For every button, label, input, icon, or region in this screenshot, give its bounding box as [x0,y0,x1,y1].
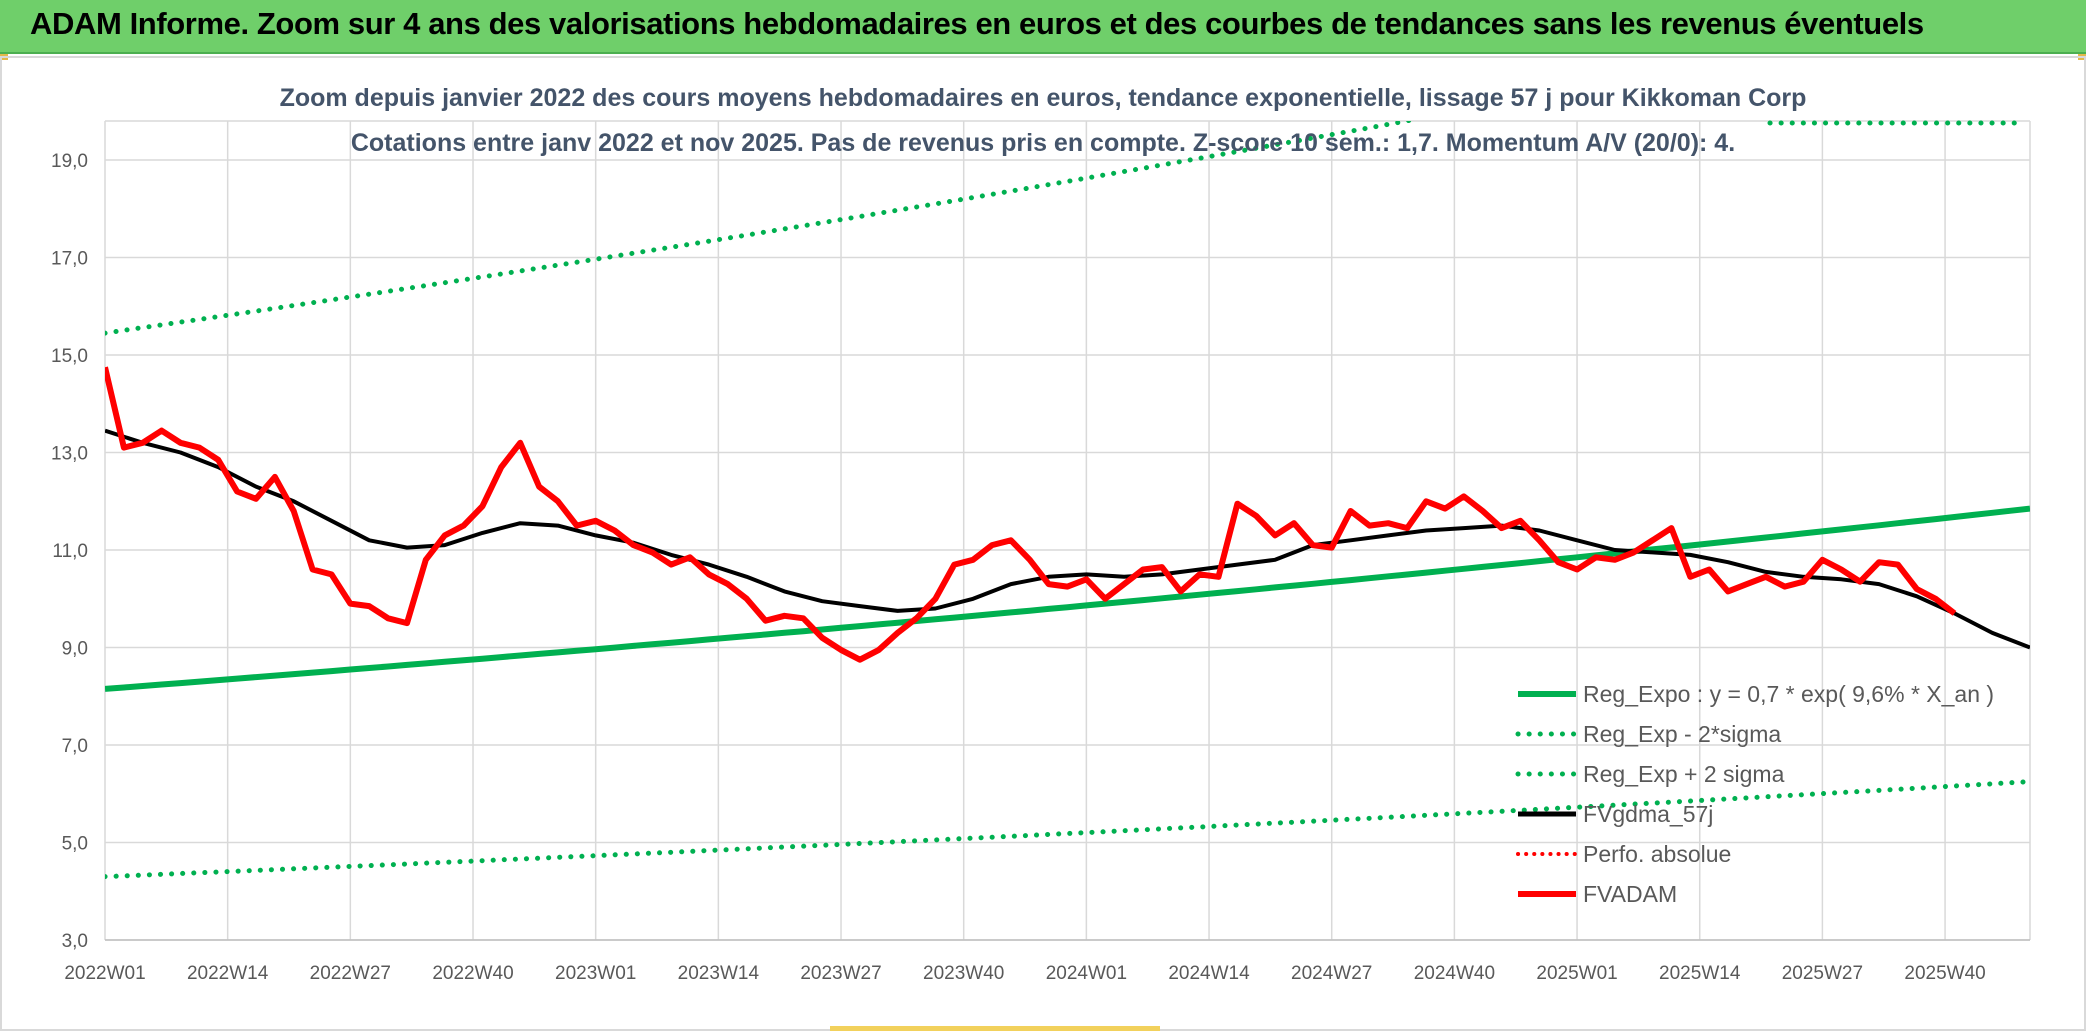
x-tick-label: 2022W27 [310,963,391,984]
x-tick-label: 2025W40 [1904,963,1985,984]
x-tick-label: 2022W01 [64,963,145,984]
y-tick-label: 15,0 [51,346,88,367]
x-tick-label: 2023W40 [923,963,1004,984]
series-reg-expo [105,505,2030,692]
y-tick-label: 13,0 [51,444,88,465]
y-axis-ticks: 3,0 5,0 7,0 9,0 11,0 13,0 15,0 17,0 19,0 [51,151,88,952]
y-tick-label: 19,0 [51,151,88,172]
x-tick-label: 2024W40 [1414,963,1495,984]
y-tick-label: 17,0 [51,249,88,270]
legend-label: FVADAM [1583,881,1677,907]
y-tick-label: 3,0 [62,931,88,952]
legend-label: Reg_Exp - 2*sigma [1583,721,1781,747]
x-tick-label: 2023W14 [678,963,760,984]
x-tick-label: 2025W01 [1536,963,1617,984]
legend: Reg_Expo : y = 0,7 * exp( 9,6% * X_an ) R… [1515,681,1994,907]
x-tick-label: 2022W14 [187,963,269,984]
x-tick-label: 2022W40 [432,963,513,984]
x-axis-ticks: 2022W01 2022W14 2022W27 2022W40 2023W01 2023W… [64,963,1985,984]
series-fvgdma-57j [105,428,2030,650]
y-tick-label: 5,0 [62,834,88,855]
x-tick-label: 2024W01 [1046,963,1127,984]
x-tick-label: 2023W01 [555,963,636,984]
chart-subtitle: Cotations entre janv 2022 et nov 2025. P… [350,129,1736,157]
series-fvadam [105,366,1957,663]
series-lines [105,121,2030,880]
series-reg-exp-plus-2-sigma [105,121,1420,336]
bottom-marker [830,1026,1160,1031]
x-tick-label: 2023W27 [800,963,881,984]
y-tick-label: 11,0 [52,541,88,562]
legend-label: Perfo. absolue [1583,841,1731,867]
series-reg-exp-minus-2-sigma [105,779,2030,880]
x-tick-label: 2024W14 [1168,963,1250,984]
x-tick-label: 2025W27 [1782,963,1863,984]
report-banner: ADAM Informe. Zoom sur 4 ans des valoris… [0,0,2086,54]
chart-title: Zoom depuis janvier 2022 des cours moyen… [279,84,1807,112]
y-tick-label: 9,0 [62,639,88,660]
legend-label: Reg_Expo : y = 0,7 * exp( 9,6% * X_an ) [1583,681,1994,707]
x-tick-label: 2025W14 [1659,963,1741,984]
gridlines [104,120,2031,941]
legend-label: FVgdma_57j [1583,801,1713,827]
report-title: ADAM Informe. Zoom sur 4 ans des valoris… [30,6,1924,41]
legend-label: Reg_Exp + 2 sigma [1583,761,1785,787]
y-tick-label: 7,0 [62,736,88,757]
x-tick-label: 2024W27 [1291,963,1372,984]
